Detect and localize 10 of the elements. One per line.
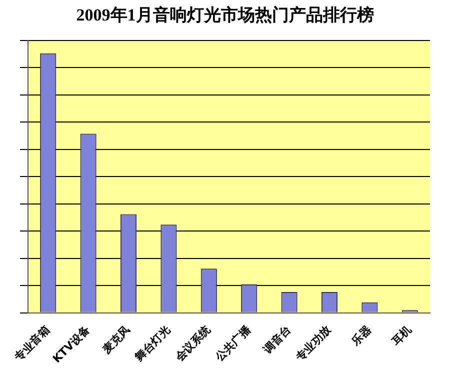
- x-tick-label: 麦克风: [99, 323, 133, 357]
- x-tick-label: 舞台灯光: [132, 323, 173, 364]
- x-tick-label: 公共广播: [212, 322, 254, 364]
- x-tick-label: 乐器: [348, 323, 374, 349]
- x-tick-label: 耳机: [388, 323, 414, 349]
- chart-title: 2009年1月音响灯光市场热门产品排行榜: [76, 6, 374, 25]
- x-tick-label: 专业功放: [292, 322, 334, 364]
- x-tick-label: 专业音箱: [11, 323, 52, 364]
- x-tick-label: 会议系统: [172, 322, 214, 364]
- x-tick-label: 调音台: [260, 323, 294, 357]
